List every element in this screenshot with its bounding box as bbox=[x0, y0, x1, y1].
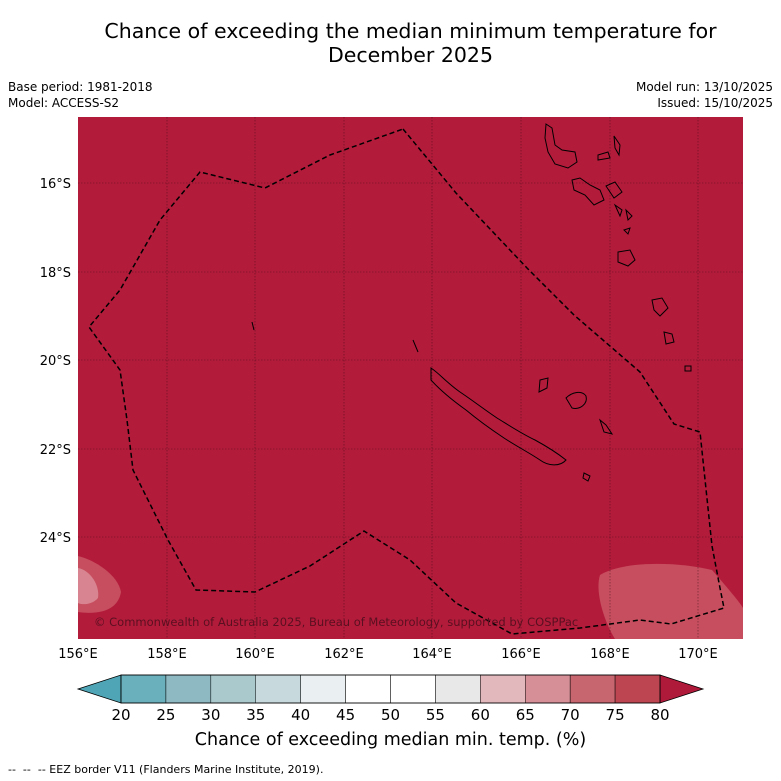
colorbar-tick-label: 55 bbox=[426, 706, 445, 724]
map-title: Chance of exceeding the median minimum t… bbox=[40, 19, 781, 67]
graticule bbox=[78, 117, 743, 639]
model-run: Model run: 13/10/2025 bbox=[635, 80, 773, 94]
title-line-1: Chance of exceeding the median minimum t… bbox=[104, 19, 717, 43]
copyright-notice: © Commonwealth of Australia 2025, Bureau… bbox=[94, 615, 578, 629]
latitude-labels: 16°S 18°S 20°S 22°S 24°S bbox=[40, 177, 71, 546]
lat-label: 18°S bbox=[40, 266, 71, 281]
colorbar-tick-label: 60 bbox=[471, 706, 490, 724]
lon-label: 156°E bbox=[58, 647, 98, 662]
colorbar-tick-label: 75 bbox=[606, 706, 625, 724]
vanuatu-erromango bbox=[651, 297, 669, 317]
colorbar-segment bbox=[120, 674, 167, 704]
title-line-2: December 2025 bbox=[328, 43, 493, 67]
lon-label: 158°E bbox=[147, 647, 187, 662]
lon-label: 164°E bbox=[412, 647, 452, 662]
colorbar-tick-label: 20 bbox=[111, 706, 130, 724]
colorbar-under-arrow bbox=[76, 674, 122, 704]
lon-label: 168°E bbox=[590, 647, 630, 662]
coastlines bbox=[251, 123, 692, 482]
colorbar-segment bbox=[569, 674, 616, 704]
loyalty-lifou bbox=[565, 391, 587, 409]
colorbar-segment bbox=[390, 674, 436, 704]
colorbar-segment bbox=[255, 674, 301, 704]
lon-label: 166°E bbox=[501, 647, 541, 662]
lon-label: 160°E bbox=[235, 647, 275, 662]
eez-legend-note: -- -- -- EEZ border V11 (Flanders Marine… bbox=[8, 763, 324, 776]
lighter-patch-west bbox=[78, 568, 99, 605]
lat-label: 24°S bbox=[40, 531, 71, 546]
colorbar-label: Chance of exceeding median min. temp. (%… bbox=[194, 730, 587, 750]
vanuatu-efate bbox=[617, 249, 636, 267]
colorbar-segment bbox=[165, 674, 212, 704]
colorbar-segment bbox=[300, 674, 346, 704]
vanuatu-tanna bbox=[663, 331, 675, 345]
model-name: Model: ACCESS-S2 bbox=[8, 95, 120, 110]
issued-date: Issued: 15/10/2025 bbox=[657, 95, 773, 110]
lat-label: 22°S bbox=[40, 443, 71, 458]
new-caledonia-mainland bbox=[430, 367, 567, 466]
colorbar-tick-label: 35 bbox=[246, 706, 265, 724]
colorbar-segment bbox=[480, 674, 526, 704]
base-period: Base period: 1981-2018 bbox=[8, 80, 153, 94]
lon-label: 162°E bbox=[324, 647, 364, 662]
longitude-labels: 156°E 158°E 160°E 162°E 164°E 166°E 168°… bbox=[58, 647, 718, 662]
colorbar-frame bbox=[120, 674, 661, 704]
colorbar-tick-label: 80 bbox=[650, 706, 669, 724]
eez-border bbox=[88, 128, 725, 635]
colorbar-tick-label: 45 bbox=[336, 706, 355, 724]
vanuatu-espiritu-santo bbox=[544, 123, 578, 169]
lat-label: 20°S bbox=[40, 354, 71, 369]
colorbar: 20 25 30 35 40 45 50 55 60 65 70 75 80 bbox=[76, 674, 705, 724]
loyalty-mare bbox=[582, 472, 591, 482]
colorbar-tick-label: 70 bbox=[561, 706, 580, 724]
colorbar-tick-label: 65 bbox=[516, 706, 535, 724]
map-area bbox=[78, 117, 743, 639]
lat-label: 16°S bbox=[40, 177, 71, 192]
colorbar-segment bbox=[435, 674, 481, 704]
colorbar-segment bbox=[525, 674, 571, 704]
colorbar-tick-label: 40 bbox=[291, 706, 310, 724]
colorbar-segment bbox=[210, 674, 256, 704]
colorbar-segment bbox=[345, 674, 391, 704]
meta-right: Model run: 13/10/2025 Issued: 15/10/2025 bbox=[636, 80, 773, 111]
colorbar-tick-label: 25 bbox=[156, 706, 175, 724]
lon-label: 170°E bbox=[678, 647, 718, 662]
colorbar-segment bbox=[614, 674, 661, 704]
colorbar-over-arrow bbox=[659, 674, 705, 704]
loyalty-ouvea bbox=[538, 377, 549, 393]
colorbar-tick-label: 50 bbox=[381, 706, 400, 724]
meta-left: Base period: 1981-2018 Model: ACCESS-S2 bbox=[8, 80, 153, 111]
colorbar-tick-label: 30 bbox=[201, 706, 220, 724]
